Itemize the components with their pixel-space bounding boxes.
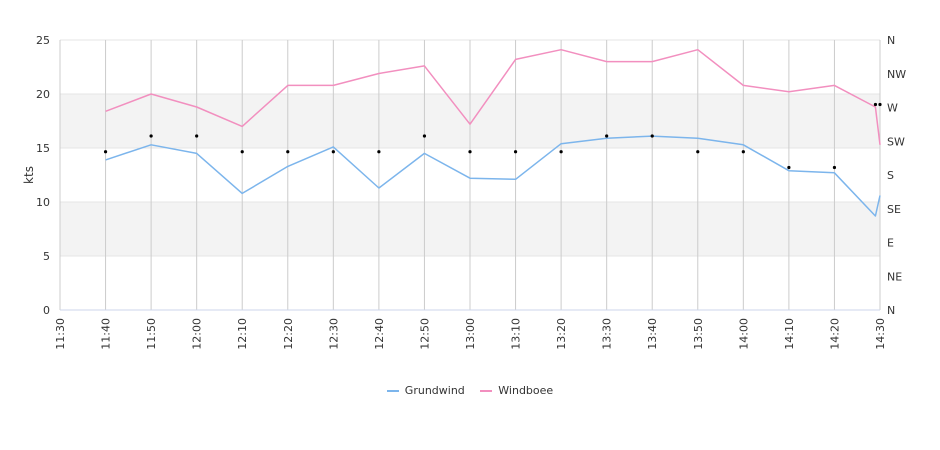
direction-point <box>468 150 472 154</box>
y-tick-label: 10 <box>36 196 50 209</box>
direction-point <box>605 134 609 138</box>
x-tick-label: 13:10 <box>510 318 523 350</box>
direction-points <box>103 102 882 170</box>
x-tick-label: 13:40 <box>646 318 659 350</box>
x-tick-label: 12:40 <box>373 318 386 350</box>
legend-item-windboee[interactable]: Windboee <box>480 384 553 397</box>
y-tick-label: 5 <box>43 250 50 263</box>
direction-point <box>873 102 878 107</box>
x-tick-label: 13:00 <box>464 318 477 350</box>
legend-swatch-windboee <box>480 390 493 392</box>
x-tick-label: 12:10 <box>236 318 249 350</box>
x-tick-label: 14:10 <box>783 318 796 350</box>
direction-tick-label: NW <box>887 68 906 81</box>
x-axis-ticks: 11:30 11:40 11:50 12:00 12:10 12:20 12:30 12:40… <box>54 318 887 350</box>
direction-point <box>331 150 335 154</box>
x-tick-label: 12:30 <box>327 318 340 350</box>
x-tick-label: 14:00 <box>737 318 750 350</box>
x-tick-label: 13:30 <box>601 318 614 350</box>
direction-point <box>422 134 427 138</box>
direction-tick-label: SW <box>887 135 905 148</box>
y-tick-label: 25 <box>36 34 50 47</box>
direction-point <box>377 150 381 154</box>
direction-point <box>103 150 108 154</box>
direction-point <box>513 150 518 154</box>
legend-swatch-grundwind <box>386 390 399 392</box>
y-tick-label: 15 <box>36 142 50 155</box>
direction-tick-label: N <box>887 34 895 47</box>
legend-label-windboee: Windboee <box>498 384 554 397</box>
y-axis-ticks: 0 5 10 15 20 25 <box>36 34 50 317</box>
direction-point <box>832 165 837 170</box>
x-tick-label: 12:20 <box>282 318 295 350</box>
direction-point <box>559 150 563 154</box>
y-axis-title: kts <box>22 166 36 184</box>
x-tick-label: 13:20 <box>555 318 568 350</box>
legend-label-grundwind: Grundwind <box>404 384 465 397</box>
direction-tick-label: SE <box>887 203 901 216</box>
direction-tick-label: N <box>887 304 895 317</box>
direction-point <box>195 134 199 138</box>
legend-item-grundwind[interactable]: Grundwind <box>386 384 465 397</box>
direction-tick-label: S <box>887 169 894 182</box>
x-tick-label: 14:30 <box>874 318 887 350</box>
y-tick-label: 20 <box>36 88 50 101</box>
direction-point <box>149 134 153 138</box>
x-tick-label: 14:20 <box>828 318 841 350</box>
y-tick-label: 0 <box>43 304 50 317</box>
x-tick-label: 12:50 <box>418 318 431 350</box>
x-tick-label: 12:00 <box>191 318 204 350</box>
x-tick-label: 11:30 <box>54 318 67 350</box>
direction-point <box>878 102 882 107</box>
x-tick-label: 11:40 <box>100 318 113 350</box>
series-line-grundwind <box>105 135 881 217</box>
direction-point <box>240 150 244 154</box>
x-tick-label: 11:50 <box>145 318 158 350</box>
series-lines <box>105 48 881 217</box>
x-tick-label: 13:50 <box>692 318 705 350</box>
direction-tick-label: W <box>887 102 898 115</box>
direction-point <box>741 150 745 154</box>
direction-point <box>787 165 791 170</box>
legend: Grundwind Windboee <box>0 384 940 397</box>
direction-tick-label: NE <box>887 270 902 283</box>
direction-axis-ticks: N NE E SE S SW W NW N <box>887 34 906 317</box>
direction-tick-label: E <box>887 237 894 250</box>
direction-point <box>650 134 654 138</box>
grid-lines <box>59 39 881 311</box>
direction-point <box>286 150 290 154</box>
direction-point <box>696 150 700 154</box>
series-line-windboee <box>105 48 881 145</box>
